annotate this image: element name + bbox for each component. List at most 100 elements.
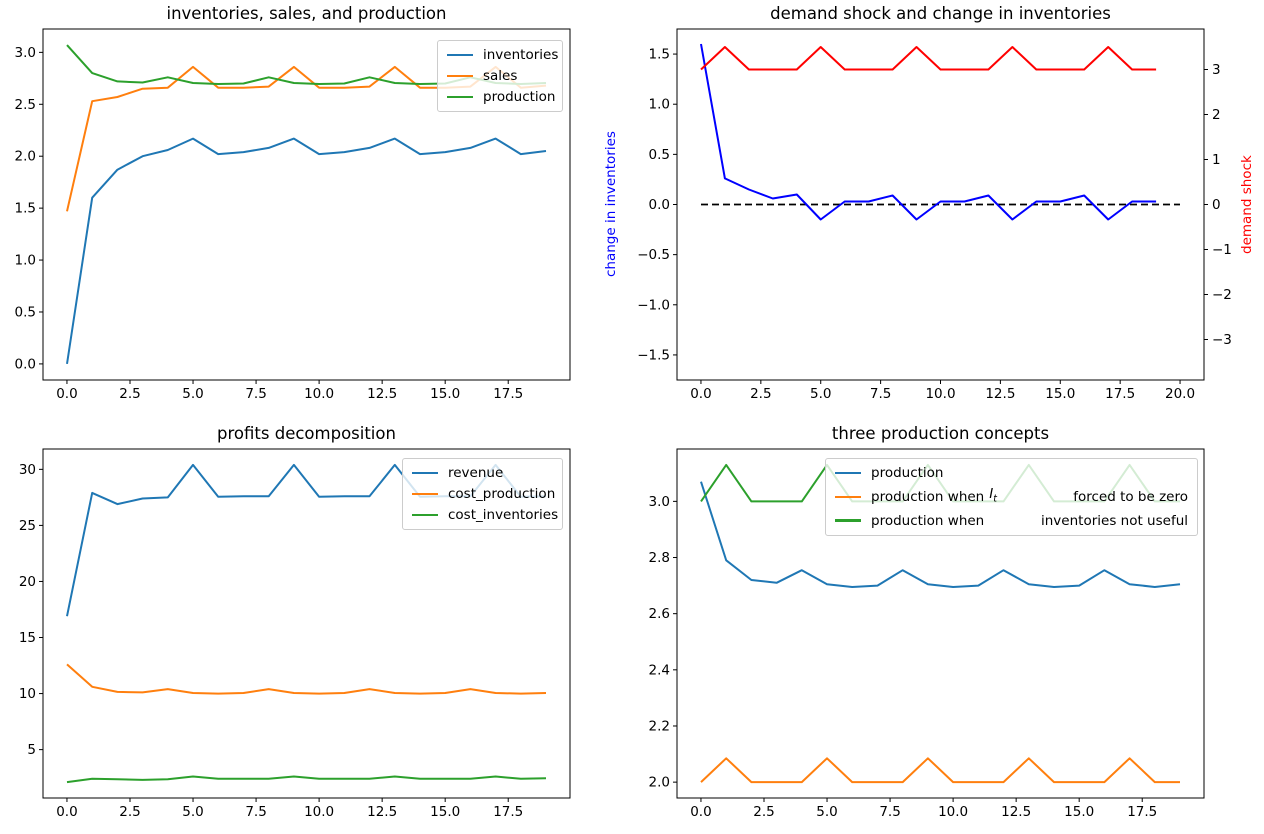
legend-line-sample (835, 471, 861, 475)
x-tick-label: 10.0 (938, 804, 968, 820)
legend-label: cost_inventories (448, 507, 559, 523)
chart-title-profits-decomposition: profits decomposition (217, 424, 396, 443)
x-tick-label: 5.0 (182, 386, 203, 402)
legend-label: cost_production (448, 486, 556, 502)
chart-title-demand-shock-and-change-in-inventories: demand shock and change in inventories (770, 4, 1111, 23)
legend-line-sample (835, 519, 861, 522)
legend-entry: production when inventories not useful (835, 512, 1188, 530)
x-tick-label: 15.0 (430, 804, 460, 820)
y-tick-label-right: 3 (1212, 62, 1221, 78)
y-tick-label: 1.5 (649, 47, 670, 63)
y-tick-label-right: 0 (1212, 197, 1221, 213)
x-tick-label: 17.5 (493, 804, 523, 820)
legend-label: production (483, 89, 556, 105)
x-tick-label: 2.5 (750, 386, 771, 402)
y-axis-label-demand-shock: demand shock (1239, 155, 1255, 254)
x-tick-label: 5.0 (810, 386, 831, 402)
y-tick-label: 30 (19, 462, 36, 478)
x-tick-label: 0.0 (690, 386, 711, 402)
legend-inventories-sales-production: inventories sales production (437, 40, 563, 112)
y-tick-label: 2.0 (15, 149, 36, 165)
y-tick-label-right: 1 (1212, 152, 1221, 168)
x-tick-label: 20.0 (1165, 386, 1195, 402)
series-change-in-inventories (700, 43, 1157, 221)
legend-line-sample (447, 74, 473, 78)
y-tick-label: 1.0 (15, 253, 36, 269)
x-tick-label: 5.0 (816, 804, 837, 820)
legend-entry: sales (447, 67, 553, 85)
axes-spines (42, 448, 571, 799)
x-tick-label: 12.5 (985, 386, 1015, 402)
y-tick-label: 0.5 (15, 304, 36, 320)
y-tick-label: 2.2 (649, 718, 670, 734)
legend-label: inventories (483, 47, 559, 63)
x-tick-label: 15.0 (1045, 386, 1075, 402)
legend-math-variable: It (989, 486, 997, 505)
x-tick-label: 0.0 (690, 804, 711, 820)
chart-title-three-production-concepts: three production concepts (831, 424, 1050, 443)
y-tick-label: 0.5 (649, 147, 670, 163)
y-tick-label: 2.0 (649, 775, 670, 791)
legend-entry: cost_production (412, 485, 556, 503)
legend-entry: production when It forced to be zero (835, 485, 1188, 509)
legend-profits-decomposition: revenue cost_production cost_inventories (402, 458, 563, 530)
legend-label: production when (871, 488, 985, 505)
legend-line-sample (447, 95, 473, 99)
chart-inventories-sales-production: 0.0 2.5 5.0 7.5 10.0 12.5 15.0 17.5 0.0 0.5 1.0 1.5… (15, 28, 571, 402)
legend-label-secondary: forced to be zero (1073, 488, 1188, 505)
legend-entry: production (447, 88, 556, 106)
x-tick-label: 15.0 (1064, 804, 1094, 820)
y-tick-label: −1.5 (637, 347, 670, 363)
legend-entry: cost_inventories (412, 506, 558, 524)
series-cost_production (66, 663, 547, 695)
legend-entry: revenue (412, 464, 553, 482)
x-tick-label: 2.5 (119, 804, 140, 820)
x-tick-label: 7.5 (245, 386, 266, 402)
legend-line-sample (412, 492, 438, 496)
x-tick-label: 12.5 (1001, 804, 1031, 820)
x-tick-label: 10.0 (925, 386, 955, 402)
x-tick-label: 15.0 (430, 386, 460, 402)
series-production (700, 481, 1181, 588)
chart-three-production-concepts: 0.0 2.5 5.0 7.5 10.0 12.5 15.0 17.5 2.0 2.2 2.4 2.6… (649, 448, 1205, 820)
legend-line-sample (412, 513, 438, 517)
series-cost_inventories (66, 775, 547, 784)
x-tick-label: 10.0 (304, 804, 334, 820)
axes-spines (676, 448, 1205, 799)
y-tick-label: 20 (19, 574, 36, 590)
x-tick-label: 0.0 (56, 804, 77, 820)
legend-label-secondary: inventories not useful (1041, 512, 1188, 529)
legend-line-sample (447, 53, 473, 57)
y-tick-label: 2.8 (649, 550, 670, 566)
y-tick-label: 0.0 (649, 197, 670, 213)
series-demand-shock (700, 46, 1157, 71)
y-tick-label: 1.0 (649, 97, 670, 113)
x-tick-label: 10.0 (304, 386, 334, 402)
legend-entry: inventories (447, 46, 558, 64)
y-tick-label: 5 (27, 742, 36, 758)
y-axis-label-change-in-inventories: change in inventories (603, 131, 619, 278)
y-tick-label: 2.5 (15, 97, 36, 113)
y-tick-label: 3.0 (15, 45, 36, 61)
legend-label: revenue (448, 465, 504, 481)
legend-label: production (871, 465, 944, 481)
axes-spines (42, 28, 571, 381)
y-tick-label: 2.6 (649, 606, 670, 622)
x-tick-label: 17.5 (1127, 804, 1157, 820)
y-tick-label: 25 (19, 518, 36, 534)
x-tick-label: 5.0 (182, 804, 203, 820)
legend-entry: production (835, 464, 1188, 482)
x-tick-label: 2.5 (753, 804, 774, 820)
legend-label: production when (871, 512, 985, 529)
x-tick-label: 17.5 (493, 386, 523, 402)
y-tick-label: −0.5 (637, 247, 670, 263)
legend-line-sample (412, 471, 438, 475)
y-tick-label-right: −1 (1212, 242, 1232, 258)
y-tick-label: 2.4 (649, 662, 670, 678)
y-tick-label-right: −2 (1212, 287, 1232, 303)
y-tick-label: 0.0 (15, 356, 36, 372)
y-tick-label-right: 2 (1212, 107, 1221, 123)
y-tick-label: 1.5 (15, 201, 36, 217)
